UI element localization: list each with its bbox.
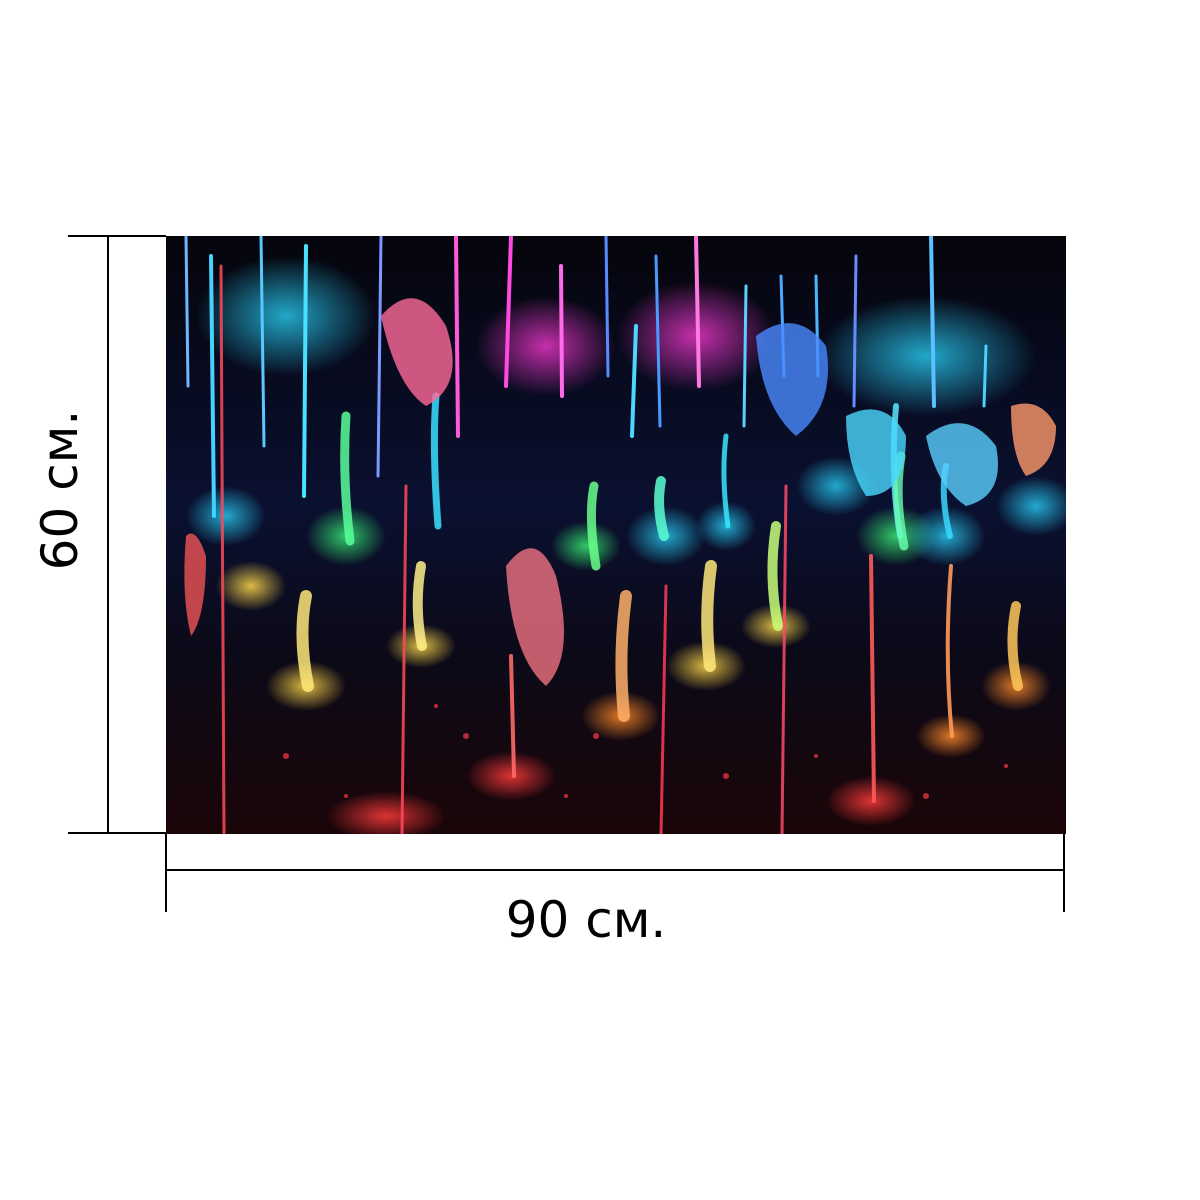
width-dimension-tick-right xyxy=(1063,834,1065,912)
height-dimension-tick-bottom xyxy=(68,832,166,834)
height-label: 60 см. xyxy=(31,409,89,571)
fountain-lights-photo xyxy=(166,236,1066,834)
product-photo xyxy=(166,236,1066,834)
height-dimension-tick-top xyxy=(68,235,166,237)
width-dimension-line xyxy=(165,869,1065,871)
height-dimension-line xyxy=(107,235,109,834)
width-label: 90 см. xyxy=(505,891,667,949)
width-dimension-tick-left xyxy=(165,834,167,912)
